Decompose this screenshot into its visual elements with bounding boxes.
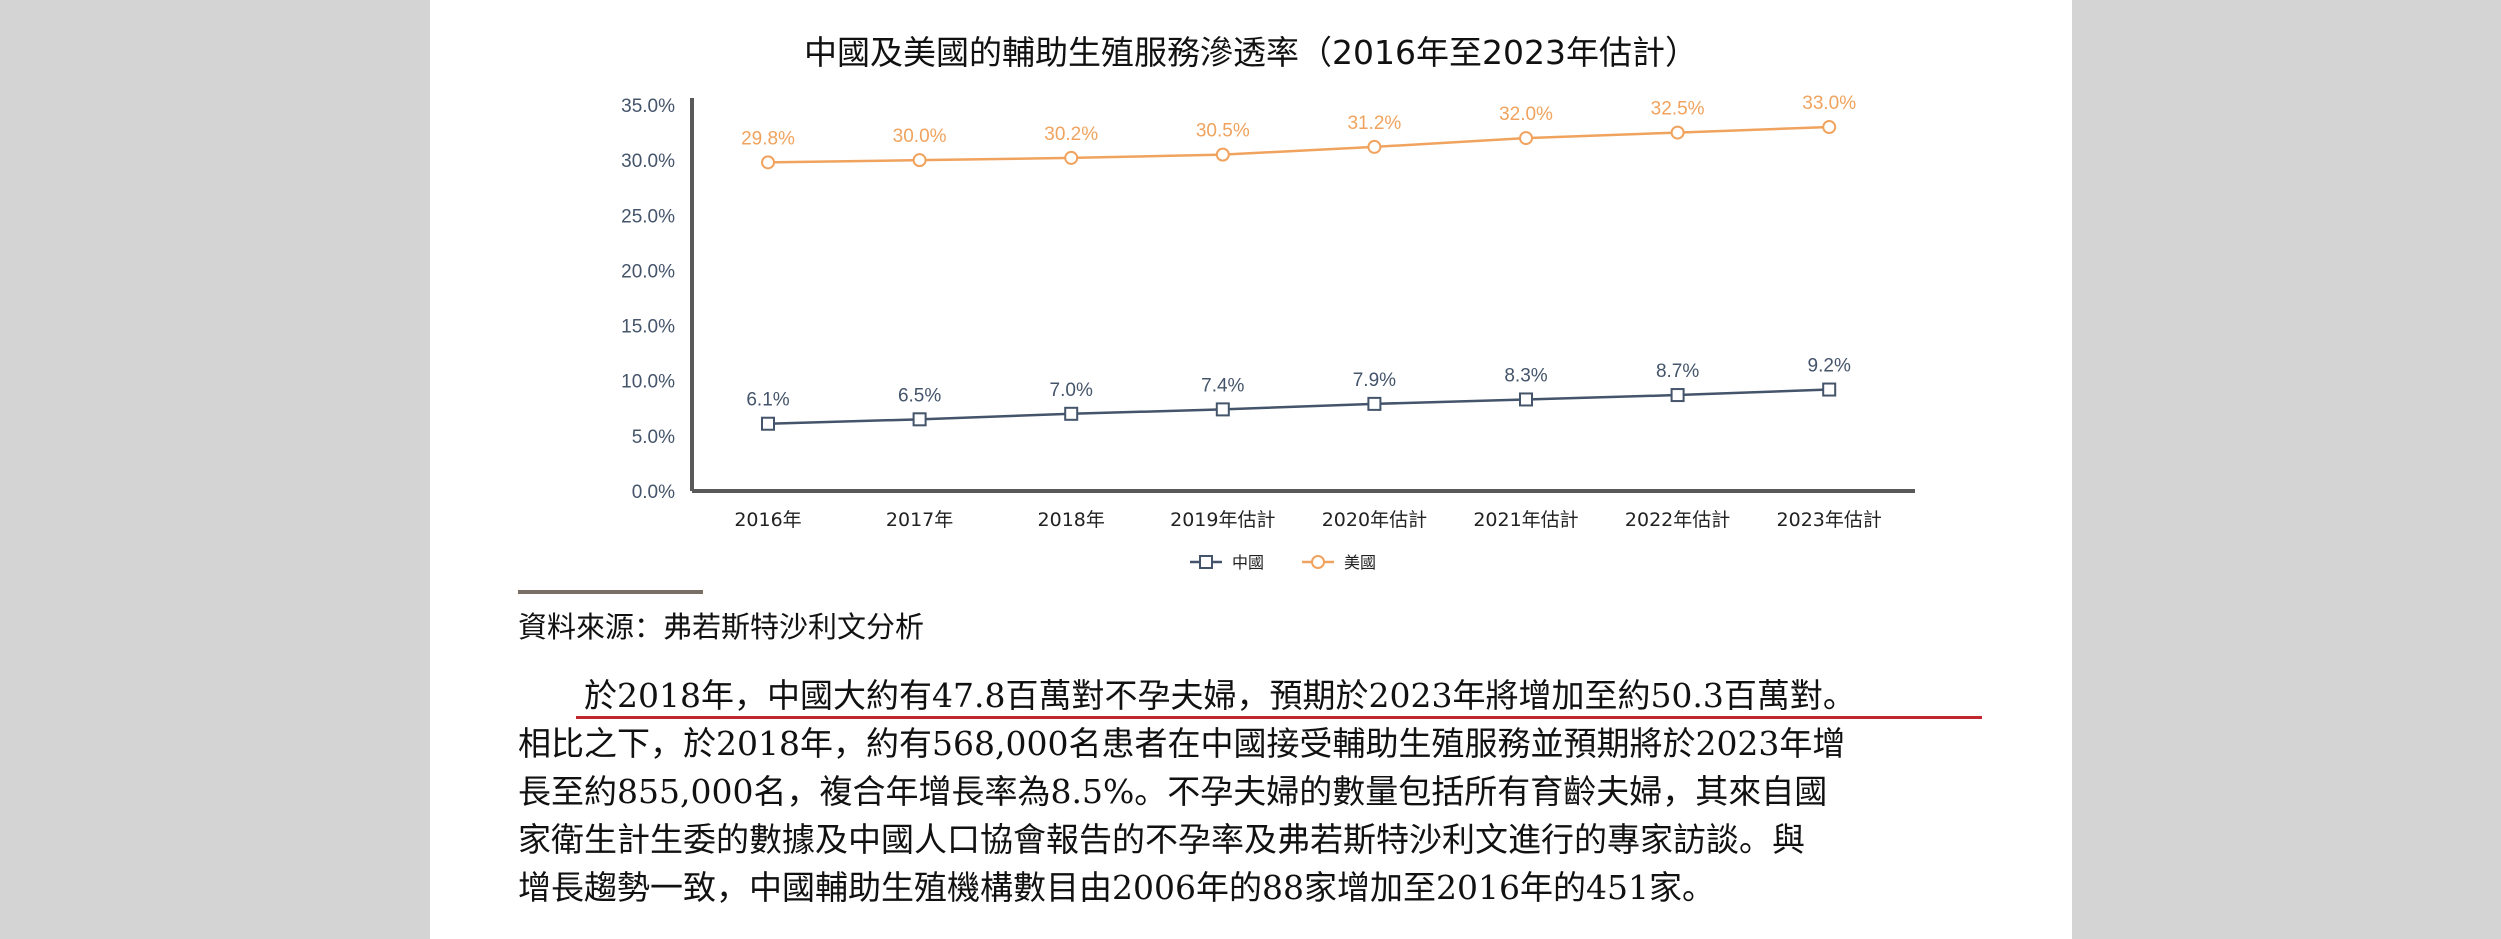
data-label: 30.0% bbox=[893, 126, 947, 147]
data-label: 7.4% bbox=[1201, 375, 1244, 396]
x-tick-label: 2016年 bbox=[734, 509, 801, 531]
data-point bbox=[1367, 396, 1382, 411]
data-point bbox=[1215, 147, 1230, 162]
highlight-underline bbox=[576, 716, 1982, 719]
y-tick-label: 5.0% bbox=[632, 427, 675, 448]
data-label: 9.2% bbox=[1808, 356, 1851, 377]
x-tick-label: 2022年估計 bbox=[1625, 509, 1730, 531]
data-point bbox=[761, 416, 775, 431]
legend-label: 中國 bbox=[1232, 553, 1264, 572]
paragraph-line-3: 長至約855,000名，複合年增長率為8.5%。不孕夫婦的數量包括所有育齡夫婦，… bbox=[518, 772, 1828, 811]
data-label: 7.0% bbox=[1050, 380, 1093, 401]
data-point bbox=[1215, 402, 1230, 417]
y-tick-label: 10.0% bbox=[621, 372, 675, 393]
legend-item-0: 中國 bbox=[1190, 553, 1264, 572]
data-label: 29.8% bbox=[741, 128, 795, 149]
data-label: 32.0% bbox=[1499, 104, 1553, 125]
x-tick-label: 2020年估計 bbox=[1322, 509, 1427, 531]
legend-item-1: 美國 bbox=[1302, 553, 1376, 572]
series-line bbox=[767, 388, 1830, 425]
series-line bbox=[767, 125, 1830, 164]
x-tick-label: 2021年估計 bbox=[1473, 509, 1578, 531]
source-note: 資料來源：弗若斯特沙利文分析 bbox=[518, 610, 925, 644]
data-point bbox=[1822, 382, 1837, 397]
x-tick-label: 2018年 bbox=[1038, 509, 1105, 531]
x-tick-label: 2017年 bbox=[886, 509, 953, 531]
y-tick-label: 0.0% bbox=[632, 482, 675, 503]
data-point bbox=[1064, 150, 1079, 165]
x-tick-label: 2023年估計 bbox=[1777, 509, 1882, 531]
data-point bbox=[1064, 406, 1079, 421]
data-point bbox=[1822, 120, 1837, 135]
legend-label: 美國 bbox=[1344, 553, 1376, 572]
y-tick-label: 25.0% bbox=[621, 206, 675, 227]
data-label: 33.0% bbox=[1802, 93, 1856, 114]
y-axis: 0.0% 5.0% 10.0% 15.0% 20.0% 25.0% 30.0% 35.0% bbox=[621, 96, 694, 503]
series-layer: 6.1% 6.5% 7.0% 7.4% 7.9% 8.3% 8.7% 9.2% 29.8% 30.… bbox=[741, 93, 1856, 431]
x-axis: 2016年 2017年 2018年 2019年估計 2020年估計 2021年估計 2022… bbox=[692, 489, 1915, 531]
paragraph-line-2: 相比之下，於2018年，約有568,000名患者在中國接受輔助生殖服務並預期將於… bbox=[518, 724, 1846, 763]
data-point bbox=[1670, 125, 1685, 140]
y-tick-label: 15.0% bbox=[621, 317, 675, 338]
data-point bbox=[912, 412, 927, 427]
data-point bbox=[1519, 392, 1533, 407]
y-tick-label: 35.0% bbox=[621, 96, 675, 117]
data-label: 8.3% bbox=[1504, 365, 1547, 386]
data-point bbox=[1670, 388, 1685, 403]
data-label: 6.1% bbox=[746, 390, 789, 411]
data-point bbox=[1519, 131, 1533, 146]
document-page: 中國及美國的輔助生殖服務滲透率（2016年至2023年估計） 0.0% 5.0% 1… bbox=[430, 0, 2072, 939]
paragraph-line-1: 於2018年，中國大約有47.8百萬對不孕夫婦，預期於2023年將增加至約50.… bbox=[584, 676, 1856, 715]
body-paragraph: 於2018年，中國大約有47.8百萬對不孕夫婦，預期於2023年將增加至約50.… bbox=[518, 672, 1982, 912]
line-chart: 0.0% 5.0% 10.0% 15.0% 20.0% 25.0% 30.0% 35.0% 2… bbox=[621, 93, 1915, 572]
data-point bbox=[1367, 139, 1382, 154]
paragraph-line-5: 增長趨勢一致，中國輔助生殖機構數目由2006年的88家增加至2016年的451家… bbox=[518, 868, 1715, 907]
x-tick-label: 2019年估計 bbox=[1170, 509, 1275, 531]
data-point bbox=[912, 153, 927, 168]
series-0: 6.1% 6.5% 7.0% 7.4% 7.9% 8.3% 8.7% 9.2% bbox=[746, 356, 1851, 431]
y-tick-label: 30.0% bbox=[621, 151, 675, 172]
legend-swatch-marker bbox=[1199, 555, 1213, 569]
data-label: 31.2% bbox=[1347, 113, 1401, 134]
data-label: 30.2% bbox=[1044, 124, 1098, 145]
paragraph-line-4: 家衛生計生委的數據及中國人口協會報告的不孕率及弗若斯特沙利文進行的專家訪談。與 bbox=[518, 820, 1805, 859]
data-label: 8.7% bbox=[1656, 361, 1699, 382]
legend: 中國 美國 bbox=[1190, 553, 1376, 572]
data-label: 30.5% bbox=[1196, 121, 1250, 142]
data-label: 7.9% bbox=[1353, 370, 1396, 391]
data-label: 32.5% bbox=[1651, 99, 1705, 120]
y-tick-label: 20.0% bbox=[621, 261, 675, 282]
legend-swatch-marker bbox=[1311, 555, 1325, 569]
chart-title: 中國及美國的輔助生殖服務滲透率（2016年至2023年估計） bbox=[804, 33, 1698, 72]
data-point bbox=[761, 155, 775, 170]
series-1: 29.8% 30.0% 30.2% 30.5% 31.2% 32.0% 32.5% 33.0% bbox=[741, 93, 1856, 170]
footnote-rule bbox=[518, 590, 703, 594]
data-label: 6.5% bbox=[898, 385, 941, 406]
